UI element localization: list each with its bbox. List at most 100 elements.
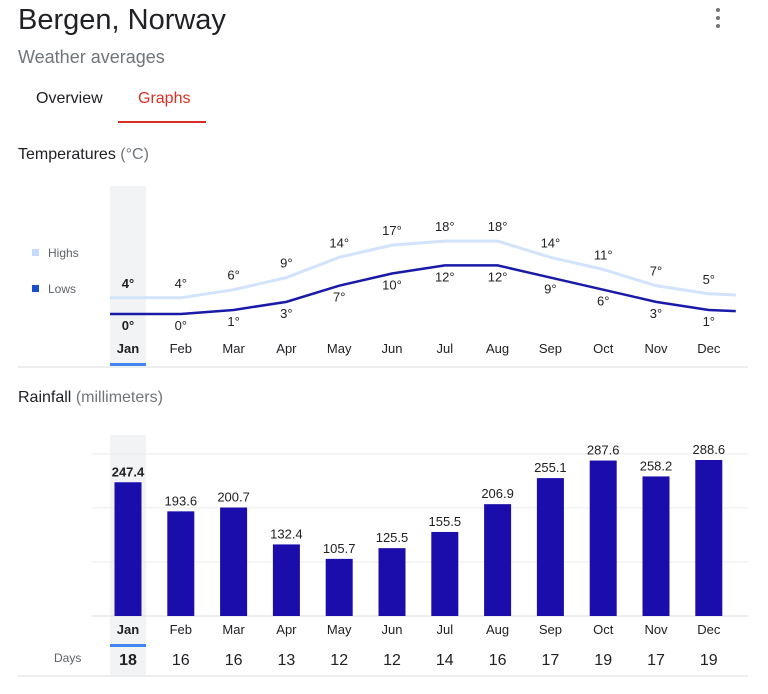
rainfall-month-label[interactable]: Jun [382, 622, 403, 637]
temperature-month-label[interactable]: Oct [593, 341, 614, 356]
lows-line [110, 264, 736, 316]
days-value: 16 [172, 652, 190, 669]
temperature-month-label[interactable]: Jul [436, 341, 453, 356]
rainfall-bar[interactable] [325, 558, 353, 616]
rainfall-value-label: 193.6 [165, 493, 198, 508]
highs-value-label: 9° [280, 256, 292, 271]
rainfall-value-label: 200.7 [217, 490, 250, 505]
rainfall-month-label[interactable]: Dec [697, 622, 721, 637]
highs-value-label: 14° [329, 235, 349, 250]
days-value: 17 [647, 652, 665, 669]
days-value: 19 [700, 652, 718, 669]
rainfall-value-label: 287.6 [587, 443, 620, 458]
temperature-month-label[interactable]: Dec [697, 341, 721, 356]
lows-value-label: 9° [544, 282, 556, 297]
rainfall-month-label[interactable]: Sep [539, 622, 562, 637]
highs-value-label: 5° [703, 272, 715, 287]
lows-value-label: 6° [597, 294, 609, 309]
tab-overview[interactable]: Overview [36, 90, 103, 107]
lows-value-label: 12° [435, 269, 455, 284]
rainfall-bar[interactable] [695, 460, 723, 616]
highs-line [110, 239, 736, 300]
rainfall-value-label: 125.5 [376, 530, 409, 545]
rainfall-bar[interactable] [536, 478, 564, 616]
highs-value-label: 17° [382, 223, 402, 238]
temperature-month-label[interactable]: Nov [644, 341, 668, 356]
rainfall-bar[interactable] [431, 531, 459, 616]
rainfall-value-label: 258.2 [640, 458, 673, 473]
rainfall-bar[interactable] [167, 511, 195, 616]
legend-lows-label: Lows [48, 282, 76, 296]
days-value: 13 [278, 652, 296, 669]
rainfall-bar[interactable] [272, 544, 300, 616]
rainfall-month-label[interactable]: Jan [117, 622, 139, 637]
days-value: 17 [542, 652, 560, 669]
lows-value-label: 0° [175, 318, 187, 333]
days-value: 16 [225, 652, 243, 669]
selected-column-highlight [110, 186, 146, 366]
temperature-month-label[interactable]: Aug [486, 341, 509, 356]
temperature-month-label[interactable]: Sep [539, 341, 562, 356]
rainfall-month-label[interactable]: Oct [593, 622, 614, 637]
rainfall-month-label[interactable]: Apr [276, 622, 297, 637]
temperature-month-label[interactable]: Mar [222, 341, 245, 356]
rainfall-month-label[interactable]: Aug [486, 622, 509, 637]
temperature-month-label[interactable]: Jun [382, 341, 403, 356]
temperature-month-label[interactable]: May [327, 341, 352, 356]
days-value: 12 [383, 652, 401, 669]
lows-value-label: 7° [333, 290, 345, 305]
rainfall-bar[interactable] [589, 460, 617, 616]
rainfall-bar[interactable] [114, 482, 142, 616]
rainfall-selected-month-indicator [110, 644, 146, 647]
rainfall-bar[interactable] [378, 548, 406, 616]
more-options-icon[interactable] [708, 6, 728, 30]
rainfall-title: Rainfall [18, 389, 72, 406]
days-value: 12 [330, 652, 348, 669]
temperature-month-label[interactable]: Apr [276, 341, 297, 356]
rainfall-value-label: 155.5 [429, 514, 462, 529]
highs-value-label: 4° [175, 276, 187, 291]
days-value: 16 [489, 652, 507, 669]
highs-value-label: 18° [435, 219, 455, 234]
temperature-selected-month-indicator [110, 363, 146, 366]
lows-value-label: 0° [122, 318, 134, 333]
rainfall-section-title: Rainfall (millimeters) [18, 389, 163, 407]
rainfall-month-label[interactable]: Jul [436, 622, 453, 637]
rainfall-value-label: 132.4 [270, 526, 303, 541]
legend-highs-label: Highs [48, 246, 79, 260]
highs-value-label: 7° [650, 264, 662, 279]
rainfall-month-label[interactable]: Feb [170, 622, 192, 637]
page-title: Bergen, Norway [18, 4, 226, 36]
highs-value-label: 14° [541, 235, 561, 250]
temperature-section-title: Temperatures (°C) [18, 146, 149, 164]
tab-graphs[interactable]: Graphs [138, 90, 191, 107]
page-subtitle: Weather averages [18, 47, 165, 67]
lows-value-label: 3° [650, 306, 662, 321]
lows-value-label: 1° [703, 314, 715, 329]
rainfall-value-label: 288.6 [693, 442, 726, 457]
highs-value-label: 6° [227, 268, 239, 283]
rainfall-value-label: 247.4 [112, 464, 145, 479]
rainfall-bar[interactable] [484, 504, 512, 616]
lows-value-label: 3° [280, 306, 292, 321]
rainfall-month-label[interactable]: Nov [644, 622, 668, 637]
days-label: Days [54, 651, 81, 665]
lows-value-label: 1° [227, 314, 239, 329]
rainfall-unit: (millimeters) [75, 389, 163, 406]
rainfall-bar[interactable] [642, 476, 670, 616]
days-value: 19 [594, 652, 612, 669]
temperature-title: Temperatures [18, 146, 116, 163]
temperature-month-label[interactable]: Feb [170, 341, 192, 356]
rainfall-value-label: 255.1 [534, 460, 567, 475]
highs-value-label: 4° [122, 276, 134, 291]
temperature-month-label[interactable]: Jan [117, 341, 139, 356]
temperature-unit: (°C) [120, 146, 149, 163]
tab-active-indicator [118, 121, 206, 123]
rainfall-month-label[interactable]: May [327, 622, 352, 637]
rainfall-bar[interactable] [220, 507, 248, 616]
days-value: 18 [119, 652, 137, 669]
legend-highs-swatch [32, 249, 39, 256]
rainfall-month-label[interactable]: Mar [222, 622, 245, 637]
